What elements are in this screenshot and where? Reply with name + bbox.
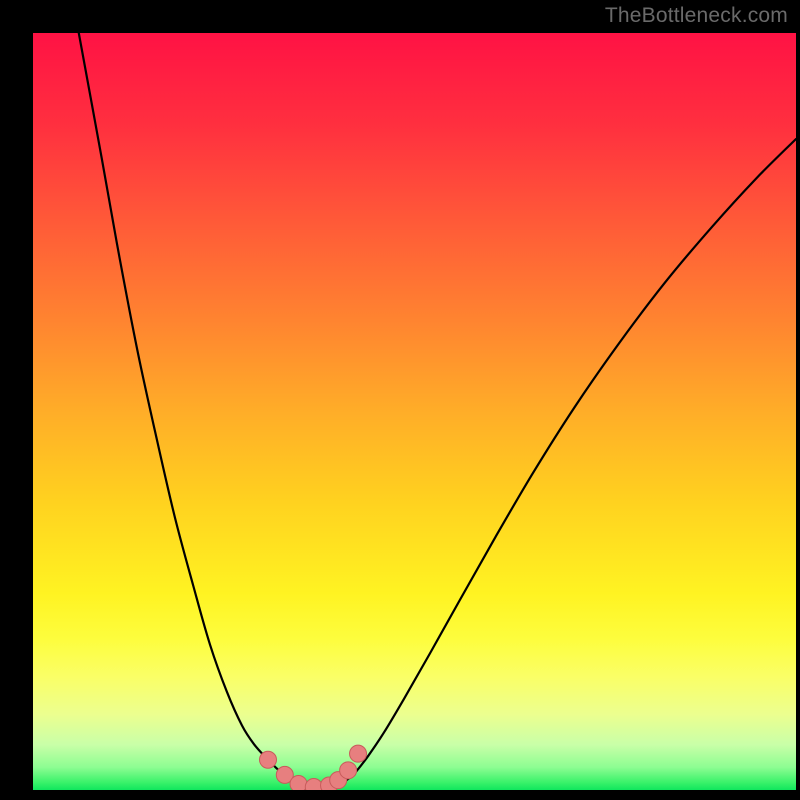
plot-area — [33, 33, 796, 790]
valley-marker — [290, 775, 307, 790]
plot-svg — [33, 33, 796, 790]
valley-marker — [305, 778, 322, 790]
valley-marker — [340, 762, 357, 779]
valley-marker — [260, 751, 277, 768]
bottleneck-curve — [79, 33, 796, 788]
valley-marker — [350, 745, 367, 762]
attribution-text: TheBottleneck.com — [605, 4, 788, 28]
